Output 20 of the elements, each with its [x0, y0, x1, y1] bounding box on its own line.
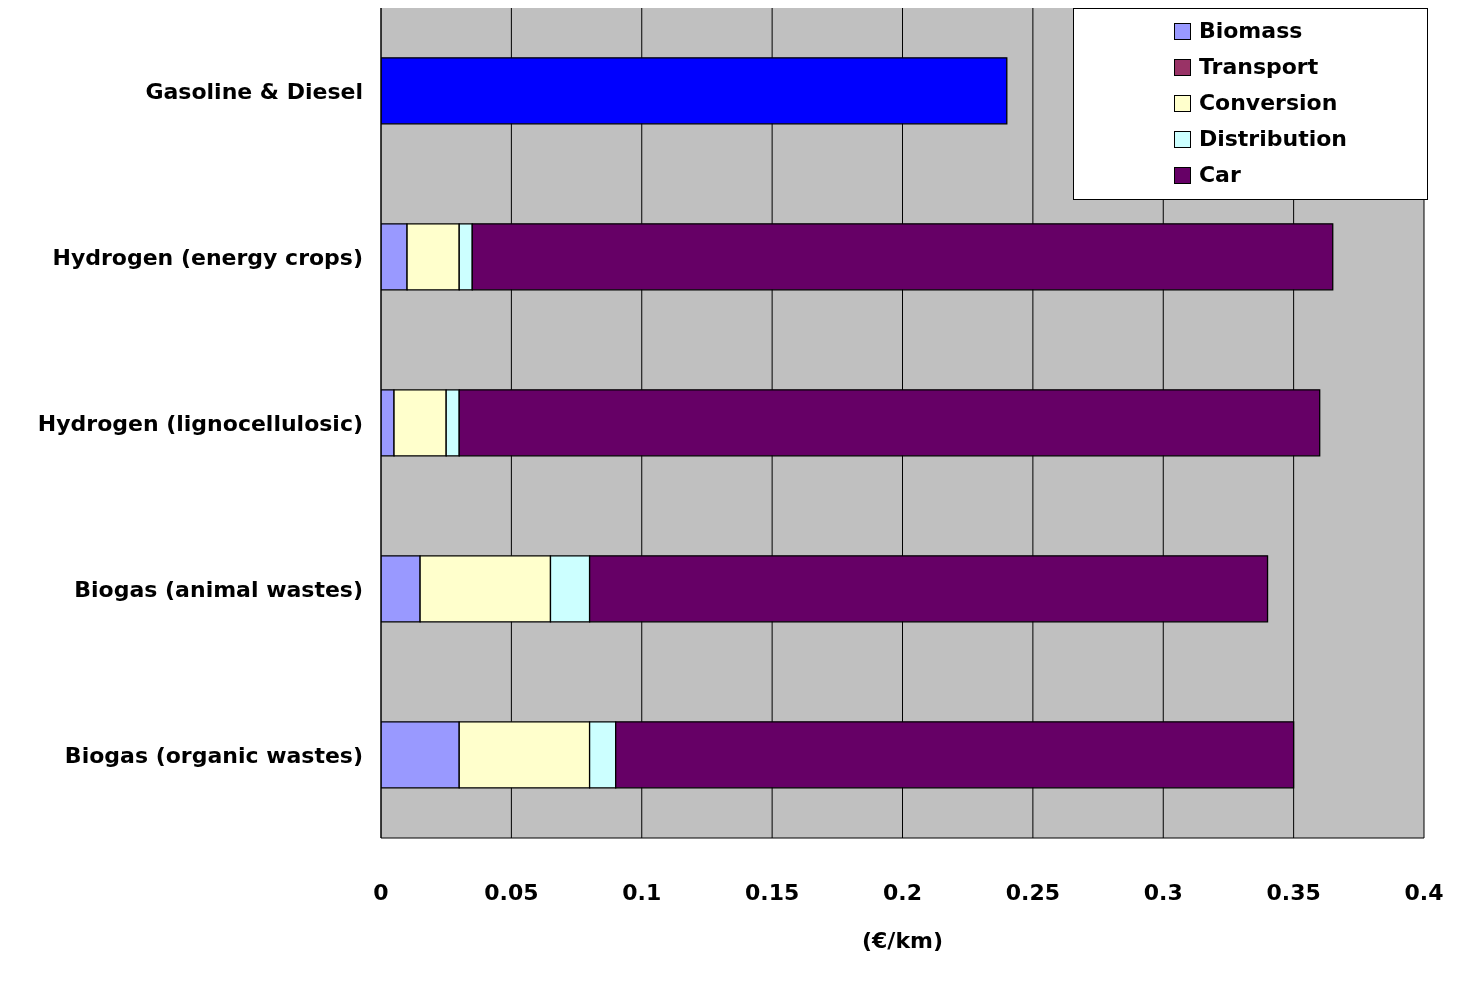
x-tick-label: 0 — [373, 879, 389, 905]
x-tick-label: 0.15 — [744, 879, 800, 905]
x-tick-label: 0.4 — [1404, 879, 1444, 905]
legend-label: Biomass — [1198, 17, 1303, 45]
x-tick-label: 0.25 — [1005, 879, 1061, 905]
y-tick-label: Biogas (animal wastes) — [74, 576, 363, 602]
x-tick-label: 0.35 — [1266, 879, 1321, 905]
x-tick-label: 0.2 — [883, 879, 922, 905]
x-tick-label: 0.3 — [1143, 879, 1183, 905]
x-axis-title: (€/km) — [861, 928, 944, 953]
legend-label: Distribution — [1198, 125, 1347, 153]
x-tick-label: 0.1 — [622, 879, 662, 905]
y-tick-label: Biogas (organic wastes) — [64, 742, 363, 768]
y-tick-label: Hydrogen (lignocellulosic) — [37, 410, 363, 436]
y-tick-label: Gasoline & Diesel — [145, 78, 363, 104]
x-tick-label: 0.05 — [484, 879, 539, 905]
y-tick-label: Hydrogen (energy crops) — [52, 244, 363, 270]
legend-label: Conversion — [1198, 89, 1338, 117]
legend-label: Car — [1198, 161, 1241, 189]
legend-label: Transport — [1198, 53, 1319, 81]
